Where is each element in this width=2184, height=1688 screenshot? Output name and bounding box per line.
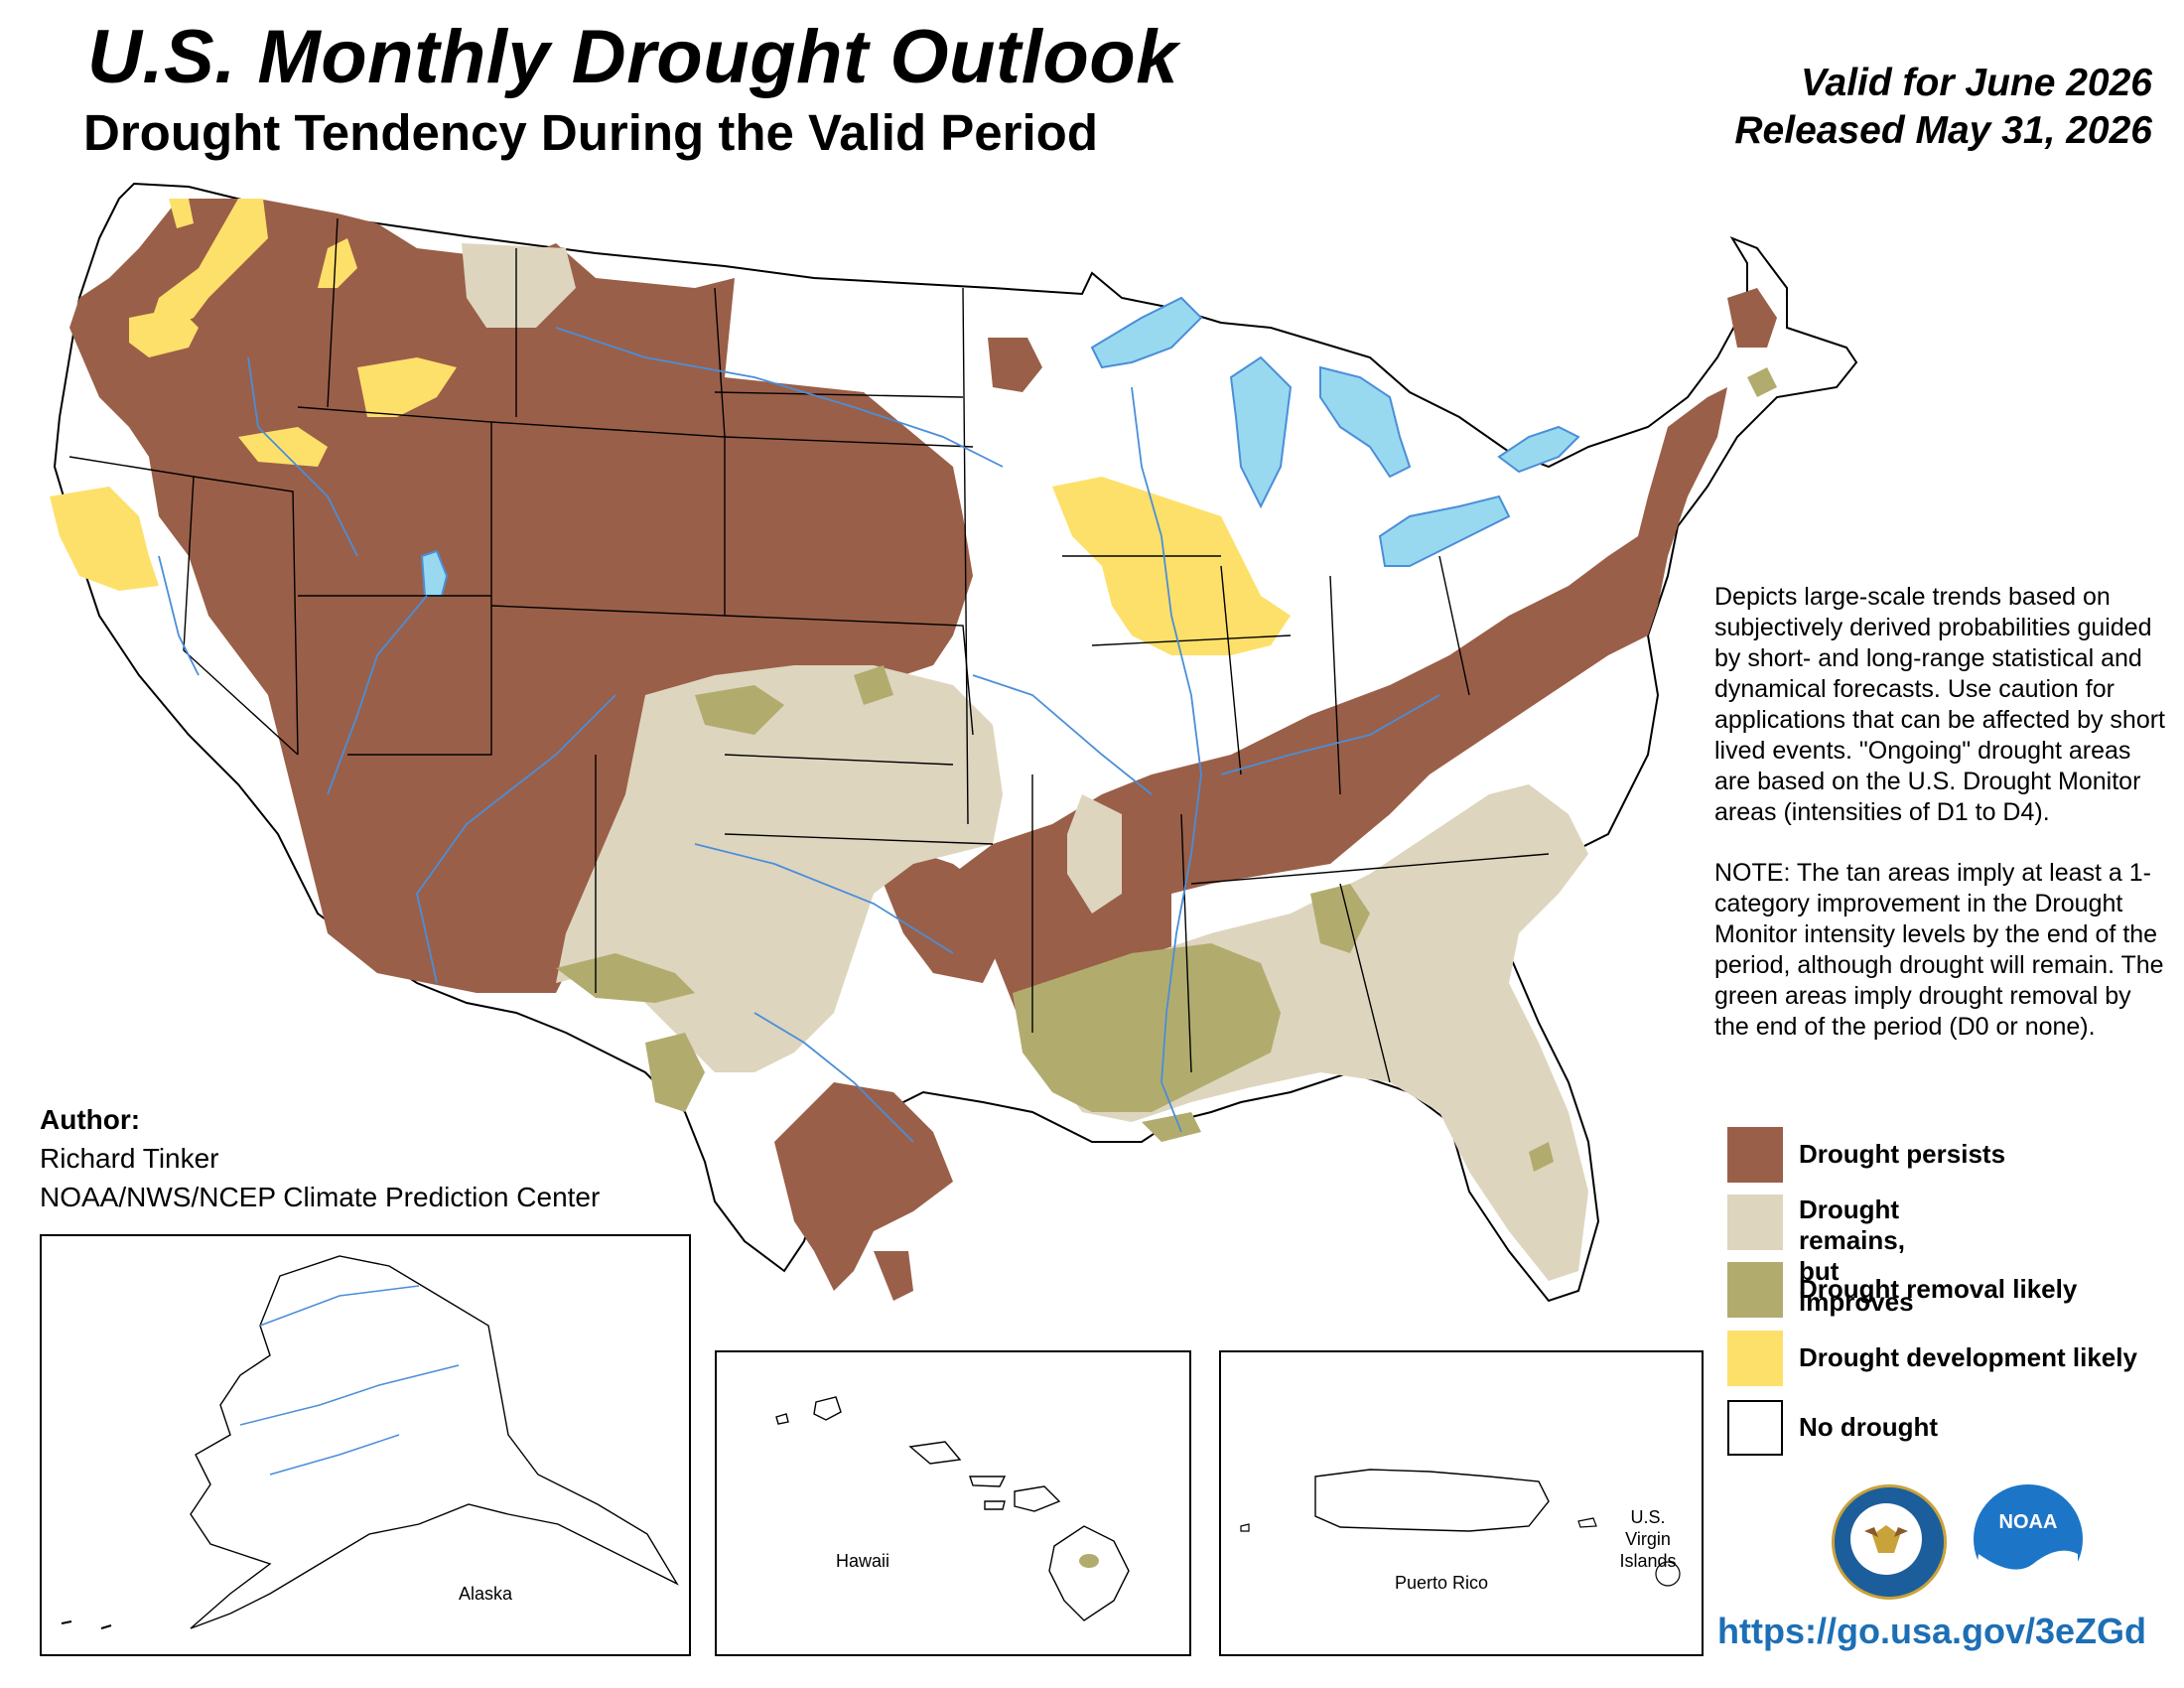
description-paragraph: Depicts large-scale trends based on subj… xyxy=(1714,583,2166,826)
map-subtitle: Drought Tendency During the Valid Period xyxy=(83,104,1098,161)
author-name: Richard Tinker xyxy=(40,1143,219,1174)
author-org: NOAA/NWS/NCEP Climate Prediction Center xyxy=(40,1182,601,1212)
author-block: Author: Richard Tinker NOAA/NWS/NCEP Cli… xyxy=(40,1100,600,1216)
description-block: Depicts large-scale trends based on subj… xyxy=(1714,582,2171,1072)
released-text: Released May 31, 2026 xyxy=(1734,109,2152,152)
valid-for-text: Valid for June 2026 xyxy=(1800,62,2152,104)
valid-period: Valid for June 2026 Released May 31, 202… xyxy=(1734,60,2152,155)
noaa-logo-icon: NOAA xyxy=(1974,1484,2083,1594)
legend-swatch-persists xyxy=(1727,1127,1783,1183)
drought-persists-areas xyxy=(69,199,1777,1301)
puerto-rico-inset: Puerto Rico U.S. Virgin Islands xyxy=(1219,1350,1704,1656)
water-bodies xyxy=(420,296,1580,597)
legend-swatch-development xyxy=(1727,1331,1783,1386)
hawaii-map xyxy=(775,1396,1130,1621)
alaska-map xyxy=(61,1255,679,1629)
alaska-label: Alaska xyxy=(459,1584,513,1604)
drought-development-areas xyxy=(50,199,1291,655)
puerto-rico-map xyxy=(1240,1469,1681,1587)
legend-label: No drought xyxy=(1799,1412,1939,1442)
hawaii-inset: Hawaii xyxy=(715,1350,1191,1656)
alaska-inset: Alaska xyxy=(40,1234,691,1656)
legend-swatch-no-drought xyxy=(1727,1400,1783,1456)
rivers xyxy=(158,327,1440,1143)
map-title: U.S. Monthly Drought Outlook xyxy=(87,15,1178,99)
puerto-rico-label: Puerto Rico xyxy=(1395,1573,1489,1593)
hawaii-label: Hawaii xyxy=(836,1551,890,1571)
drought-removal-areas xyxy=(556,367,1777,1172)
source-link[interactable]: https://go.usa.gov/3eZGd xyxy=(1717,1611,2147,1651)
note-paragraph: NOTE: The tan areas imply at least a 1-c… xyxy=(1714,859,2164,1041)
legend-label: Drought removal likely xyxy=(1799,1274,2078,1304)
legend-label: Drought development likely xyxy=(1799,1342,2137,1372)
legend-swatch-improves xyxy=(1727,1195,1783,1250)
state-borders xyxy=(68,217,1550,1083)
legend-swatch-removal xyxy=(1727,1262,1783,1318)
noaa-logo-text: NOAA xyxy=(1999,1511,2058,1533)
author-heading: Author: xyxy=(40,1104,141,1135)
legend-label: Drought remains, but improves xyxy=(1799,1195,1914,1317)
commerce-seal-icon xyxy=(1832,1484,1947,1600)
virgin-islands-label: U.S. Virgin Islands xyxy=(1619,1507,1677,1571)
legend-label: Drought persists xyxy=(1799,1139,2006,1169)
